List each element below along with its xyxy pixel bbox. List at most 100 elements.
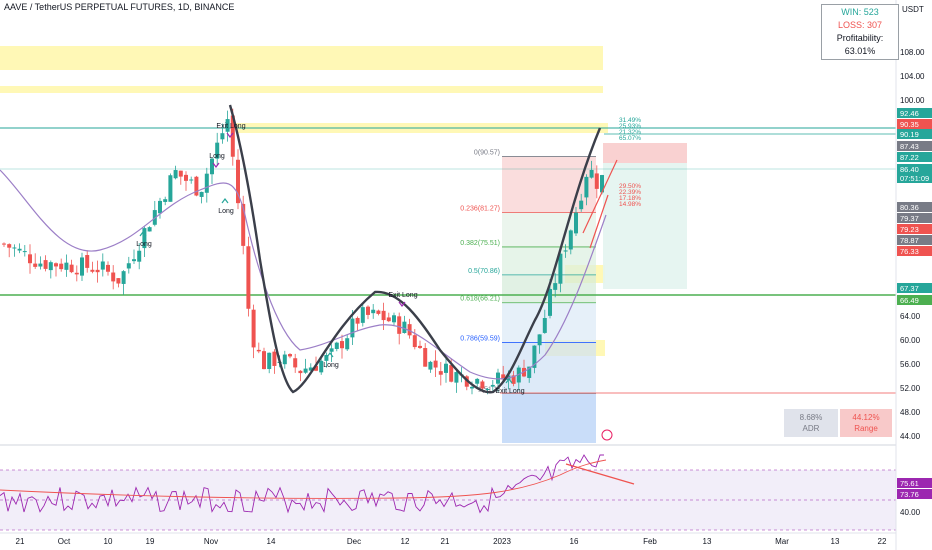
candle-body bbox=[428, 361, 433, 370]
signal-label: Long bbox=[323, 362, 339, 369]
time-tick: 10 bbox=[104, 537, 113, 546]
candle-body bbox=[22, 251, 27, 253]
currency-label: USDT bbox=[902, 5, 924, 14]
candle-body bbox=[256, 349, 261, 352]
candle-body bbox=[444, 363, 448, 373]
candle-body bbox=[392, 315, 396, 323]
price-tag bbox=[897, 164, 932, 174]
candle-body bbox=[230, 115, 235, 157]
fib-band bbox=[502, 212, 596, 247]
time-tick: Dec bbox=[347, 537, 361, 546]
price-tag bbox=[897, 141, 932, 151]
position-stop-zone bbox=[603, 143, 687, 163]
fib-label: 0.618(66.21) bbox=[460, 296, 500, 303]
candle-body bbox=[241, 203, 246, 246]
signal-label: Exit Long bbox=[216, 123, 245, 130]
adr-value: 8.68% bbox=[799, 413, 823, 422]
price-tag-text: 90.35 bbox=[900, 120, 919, 129]
candle-body bbox=[548, 289, 552, 316]
fib-band bbox=[502, 246, 596, 275]
price-tag bbox=[897, 108, 932, 118]
candle-body bbox=[511, 375, 516, 384]
time-tick: 21 bbox=[441, 537, 450, 546]
candle-body bbox=[407, 324, 412, 336]
price-tick: 44.00 bbox=[900, 432, 921, 441]
price-tag-text: 86.40 bbox=[900, 165, 919, 174]
candle-body bbox=[490, 384, 495, 387]
stop-percent: 14.98% bbox=[619, 201, 641, 208]
range-box: 44.12% Range bbox=[840, 409, 892, 437]
candle-body bbox=[350, 318, 355, 338]
fib-label: 0.5(70.86) bbox=[468, 268, 500, 275]
candle-body bbox=[121, 271, 126, 284]
candle-body bbox=[527, 366, 532, 378]
signal-arrow bbox=[326, 352, 334, 358]
candle-body bbox=[210, 158, 214, 175]
candle-body bbox=[537, 334, 542, 346]
candle-body bbox=[366, 306, 370, 315]
adr-label: ADR bbox=[802, 424, 820, 433]
time-tick: 2023 bbox=[493, 537, 511, 546]
stats-panel: WIN: 523 LOSS: 307 Profitability: 63.01% bbox=[821, 4, 899, 60]
price-tick: 108.00 bbox=[900, 48, 925, 57]
rsi-pane bbox=[0, 444, 896, 531]
range-label: Range bbox=[854, 424, 878, 433]
horizontal-lines-layer bbox=[0, 127, 896, 394]
candle-body bbox=[308, 367, 313, 371]
time-tick: 19 bbox=[146, 537, 155, 546]
candle-body bbox=[314, 365, 318, 371]
price-tag bbox=[897, 152, 932, 162]
target-percent: 65.07% bbox=[619, 135, 641, 142]
signal-arrow bbox=[139, 231, 147, 237]
candle-body bbox=[220, 133, 225, 140]
price-tick: 56.00 bbox=[900, 360, 921, 369]
candle-body bbox=[371, 309, 376, 314]
range-value: 44.12% bbox=[852, 413, 880, 422]
price-tick: 52.00 bbox=[900, 384, 921, 393]
price-tag-text: 67.37 bbox=[900, 284, 919, 293]
candle-body bbox=[418, 345, 422, 348]
price-tag-text: 79.37 bbox=[900, 214, 919, 223]
candle-body bbox=[496, 372, 500, 384]
stop-percent: 17.18% bbox=[619, 195, 641, 202]
candle-body bbox=[95, 269, 100, 273]
target-percent: 21.32% bbox=[619, 129, 641, 136]
rsi-tick: 40.00 bbox=[900, 508, 921, 517]
alert-icon bbox=[601, 429, 613, 441]
candle-body bbox=[480, 381, 485, 389]
candle-body bbox=[194, 176, 199, 196]
profitability: Profitability: 63.01% bbox=[836, 33, 884, 56]
candle-body bbox=[568, 230, 573, 250]
price-tag-text: 90.19 bbox=[900, 130, 919, 139]
candle-body bbox=[59, 263, 64, 270]
candle-body bbox=[111, 272, 116, 282]
signal-label: Long bbox=[218, 208, 234, 215]
price-tag-text: 07:51:09 bbox=[900, 174, 929, 183]
candle-body bbox=[225, 119, 230, 132]
time-tick: Nov bbox=[204, 537, 218, 546]
fib-label: 0(90.57) bbox=[474, 150, 500, 157]
signal-arrow bbox=[398, 301, 406, 307]
price-tag bbox=[897, 213, 932, 223]
candle-body bbox=[48, 262, 53, 271]
candle-body bbox=[100, 261, 105, 270]
time-tick: 13 bbox=[831, 537, 840, 546]
rsi-tag-text: 73.76 bbox=[900, 490, 919, 499]
candle-body bbox=[54, 263, 58, 267]
price-tag-text: 78.87 bbox=[900, 236, 919, 245]
candle-body bbox=[584, 176, 589, 198]
time-tick: Mar bbox=[775, 537, 789, 546]
rsi-ma-line bbox=[0, 459, 607, 499]
candle-body bbox=[324, 354, 329, 361]
candle-body bbox=[69, 264, 74, 273]
candle-body bbox=[454, 372, 459, 383]
candle-body bbox=[319, 360, 324, 373]
candle-body bbox=[563, 250, 568, 252]
candle-body bbox=[158, 200, 162, 214]
price-tag-text: 66.49 bbox=[900, 296, 919, 305]
price-tag bbox=[897, 295, 932, 305]
candle-body bbox=[189, 179, 194, 181]
supply-zone-upper bbox=[0, 46, 603, 70]
candle-body bbox=[470, 386, 474, 389]
